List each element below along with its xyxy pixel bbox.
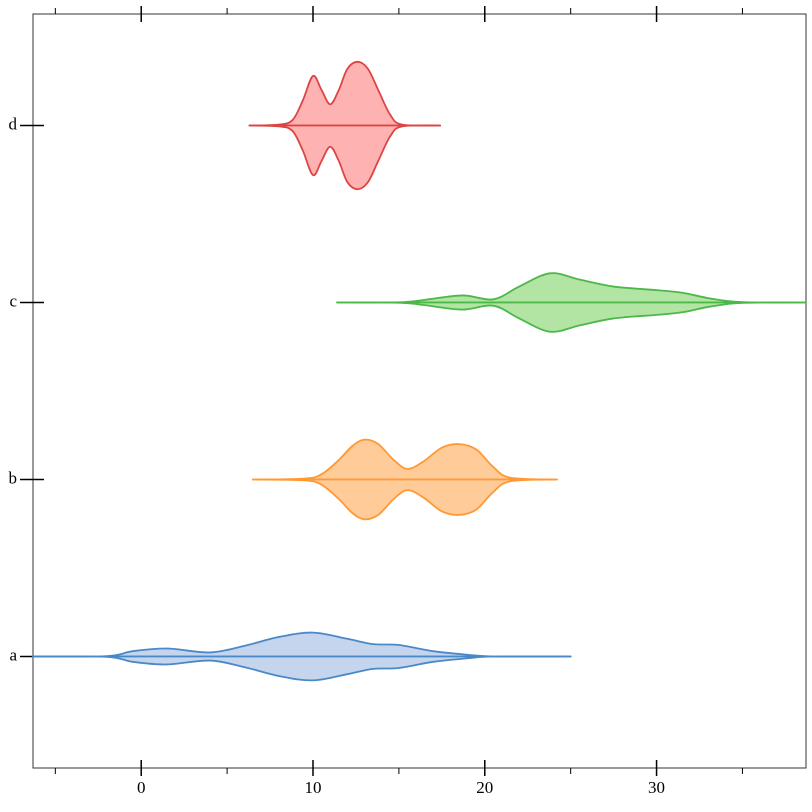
- x-tick-label: 30: [648, 778, 665, 797]
- y-tick-label: d: [9, 114, 18, 133]
- violin-upper: [336, 272, 807, 304]
- x-tick-label: 0: [137, 778, 146, 797]
- y-tick-label: a: [9, 645, 17, 664]
- y-tick-label: b: [9, 468, 18, 487]
- violin-lower: [248, 124, 442, 191]
- violin-lower: [336, 301, 807, 333]
- violin-upper: [248, 60, 442, 127]
- violin-lower: [32, 655, 572, 682]
- violin-upper: [251, 438, 558, 481]
- violin-upper: [32, 631, 572, 658]
- x-tick-label: 20: [476, 778, 493, 797]
- violin-lower: [251, 478, 558, 521]
- plot-frame: [32, 13, 807, 769]
- x-tick-label: 10: [304, 778, 321, 797]
- y-tick-label: c: [9, 291, 17, 310]
